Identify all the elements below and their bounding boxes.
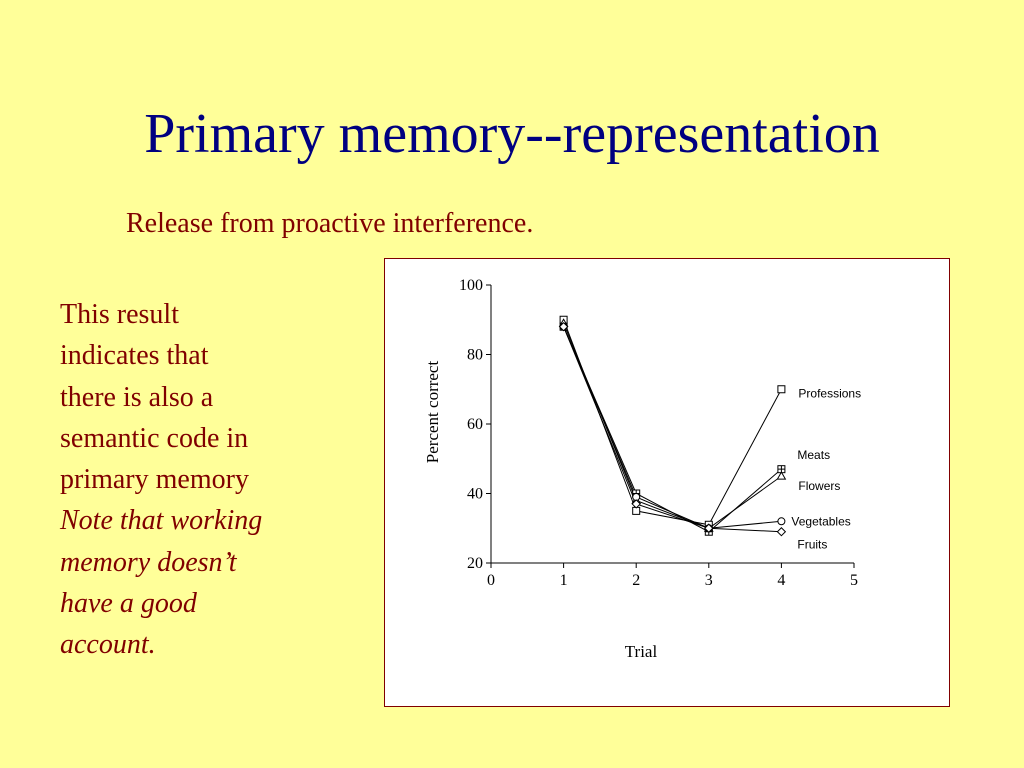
line-chart: 20 40 60 80 100 0 1 2 3 4 5 Professions Meats Flower… [423, 277, 861, 661]
chart-series-lines [563, 319, 782, 533]
series-label-fruits: Fruits [797, 538, 827, 552]
body-text-plain: This result indicates that there is also… [60, 299, 249, 496]
chart-panel: 20 40 60 80 100 0 1 2 3 4 5 Professions Meats Flower… [384, 258, 950, 707]
x-tick-label: 0 [487, 572, 495, 589]
slide-title: Primary memory--representation [144, 103, 880, 165]
point-fruits [558, 321, 569, 332]
y-tick-label: 100 [459, 277, 483, 294]
chart-axes: 20 40 60 80 100 0 1 2 3 4 5 [459, 277, 858, 589]
point-fruits [631, 499, 641, 509]
chart-series-markers [558, 315, 787, 537]
y-axis-label: Percent correct [423, 361, 442, 464]
y-tick-label: 60 [467, 416, 483, 433]
x-tick-label: 2 [632, 572, 640, 589]
x-axis-label: Trial [625, 642, 658, 661]
chart-series-labels: Professions Meats Flowers Vegetables Fruits [791, 386, 861, 551]
slide-subtitle: Release from proactive interference. [126, 208, 534, 239]
series-line-fruits [563, 326, 782, 533]
series-line-professions [563, 319, 782, 526]
x-tick-label: 4 [777, 572, 785, 589]
series-line-meats [563, 326, 782, 533]
series-label-professions: Professions [798, 386, 861, 400]
x-tick-label: 1 [560, 572, 568, 589]
series-label-meats: Meats [797, 448, 830, 462]
point-fruits [704, 523, 714, 533]
series-label-flowers: Flowers [798, 479, 840, 493]
x-tick-label: 3 [705, 572, 713, 589]
point-fruits [776, 527, 787, 537]
x-tick-label: 5 [850, 572, 858, 589]
series-line-vegetables [563, 326, 782, 529]
y-tick-label: 40 [467, 486, 483, 503]
y-tick-label: 20 [467, 555, 483, 572]
point-vegetables [777, 517, 786, 526]
y-tick-label: 80 [467, 347, 483, 364]
body-text-note: Note that working memory doesn’t have a … [60, 505, 263, 661]
point-professions [777, 385, 786, 394]
series-label-vegetables: Vegetables [791, 514, 850, 528]
point-flowers [776, 471, 787, 480]
body-text: This result indicates that there is also… [60, 294, 270, 666]
